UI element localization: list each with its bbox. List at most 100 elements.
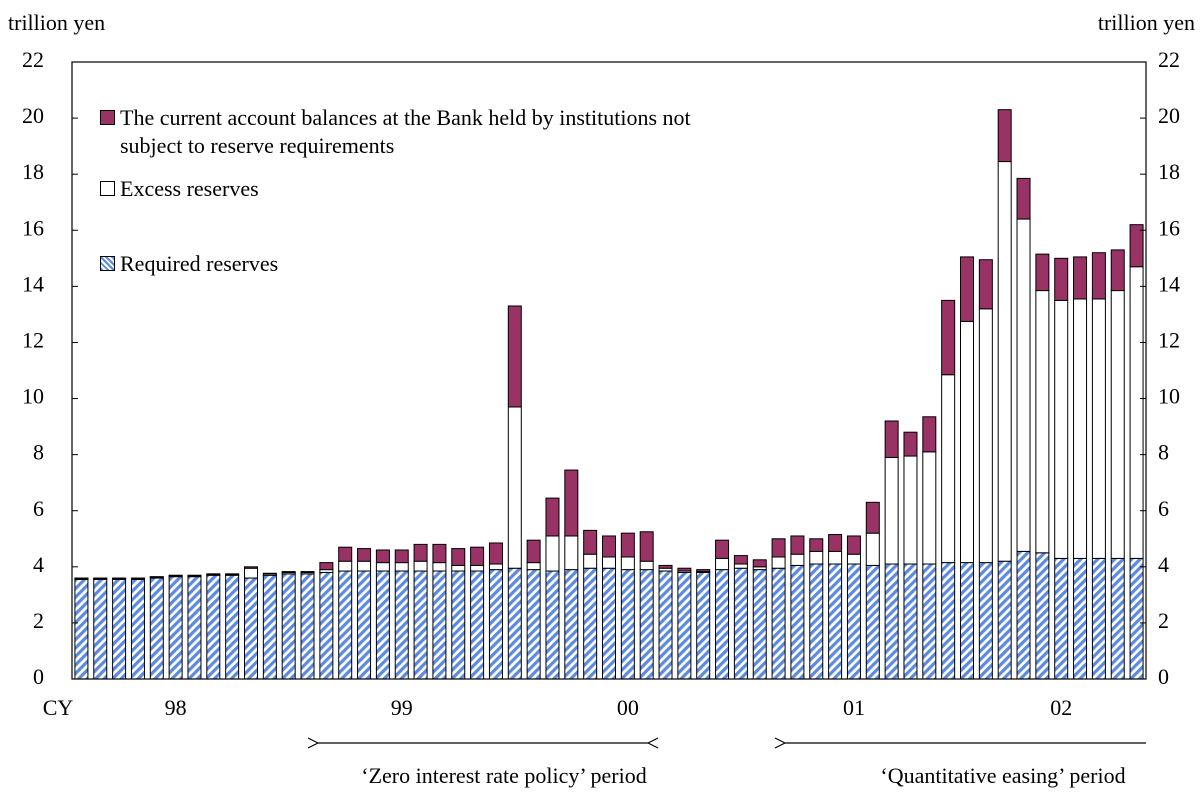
bar-segment (206, 574, 221, 680)
y-axis-label: trillion yen (8, 10, 105, 35)
bar-segment (1035, 253, 1050, 292)
bar-segment (696, 569, 711, 573)
plot-frame (71, 61, 1147, 680)
bar-segment (978, 308, 993, 564)
bar-segment (903, 563, 918, 680)
y-tick-label: 8 (33, 440, 44, 465)
bar-segment (639, 569, 654, 680)
bar-segment (206, 573, 221, 575)
bar-segment (394, 549, 409, 564)
bar-segment (733, 567, 748, 680)
y2-tick-label: 22 (1158, 47, 1180, 72)
bar-segment (620, 569, 635, 680)
bar-segment (413, 543, 428, 562)
bar-segment (451, 570, 466, 680)
bar-segment (715, 557, 730, 571)
legend-label: Required reserves (120, 251, 279, 276)
bar-segment (677, 571, 692, 680)
bar-segment (790, 553, 805, 566)
bar-segment (1016, 177, 1031, 220)
bar-segment (583, 529, 598, 555)
bar-segment (432, 562, 447, 572)
bar-segment (432, 570, 447, 680)
bar-segment (715, 569, 730, 680)
bar-segment (394, 562, 409, 572)
bar-segment (1035, 552, 1050, 680)
y-tick-label: 10 (22, 384, 44, 409)
bar-segment (997, 161, 1012, 562)
bar-segment (997, 109, 1012, 163)
bar-segment (262, 572, 277, 575)
bar-segment (1091, 298, 1106, 559)
y2-tick-label: 16 (1158, 215, 1180, 240)
bar-segment (375, 549, 390, 564)
bar-segment (149, 577, 164, 680)
bar-segment (1110, 557, 1125, 680)
bar-segment (884, 420, 899, 458)
bar-segment (1054, 257, 1069, 301)
y2-axis-label: trillion yen (1098, 10, 1195, 35)
bar-segment (922, 451, 937, 565)
bar-segment (1035, 290, 1050, 554)
bar-segment (93, 578, 108, 680)
bar-segment (771, 556, 786, 569)
bar-segment (168, 574, 183, 577)
bar-segment (130, 577, 145, 580)
bar-segment (960, 256, 974, 322)
legend-swatch (100, 110, 115, 125)
bar-segment (338, 546, 353, 562)
bar-segment (564, 569, 579, 680)
bar-segment (74, 577, 89, 580)
bar-segment (112, 577, 127, 580)
y2-tick-label: 18 (1158, 159, 1180, 184)
bar-segment (564, 469, 579, 537)
legend-swatch (100, 181, 115, 196)
bar-segment (432, 543, 447, 564)
bar-segment (93, 577, 108, 580)
bar-segment (790, 564, 805, 680)
bar-segment (997, 560, 1012, 680)
bar-segment (941, 562, 956, 680)
bar-segment (244, 577, 258, 680)
bar-segment (526, 562, 541, 571)
bar-segment (602, 556, 616, 569)
bar-segment (960, 320, 974, 564)
bar-segment (978, 562, 993, 680)
y-tick-label: 20 (22, 103, 44, 128)
bar-segment (507, 567, 522, 680)
x-tick-label: 00 (617, 695, 639, 720)
annotation: ‘Zero interest rate policy’ period (361, 763, 646, 788)
bar-segment (244, 566, 258, 569)
bar-segment (1129, 557, 1144, 680)
bar-segment (413, 560, 428, 572)
bar-segment (545, 535, 560, 572)
y2-tick-label: 2 (1158, 608, 1169, 633)
bar-segment (357, 570, 372, 680)
y2-tick-label: 0 (1158, 664, 1169, 689)
bar-segment (300, 573, 315, 680)
bar-segment (1129, 266, 1144, 559)
bar-segment (526, 569, 541, 680)
bar-segment (1073, 557, 1088, 680)
bar-segment (903, 431, 918, 457)
bar-segment (639, 531, 654, 562)
x-tick-label: 01 (843, 695, 865, 720)
bar-segment (978, 259, 993, 310)
bar-segment (470, 546, 485, 566)
bar-segment (922, 416, 937, 453)
legend-swatch (100, 256, 115, 271)
bar-segment (941, 374, 956, 564)
bar-segment (1091, 557, 1106, 680)
bar-segment (583, 553, 598, 569)
x-tick-label: 99 (391, 695, 413, 720)
annotation: ‘Quantitative easing’ period (880, 763, 1125, 788)
bar-segment (620, 532, 635, 558)
bar-segment (733, 555, 748, 565)
bar-segment (865, 564, 880, 680)
bar-segment (865, 532, 880, 566)
y2-tick-label: 14 (1158, 271, 1180, 296)
bar-segment (752, 569, 767, 680)
bar-segment (281, 571, 296, 573)
bar-segment (470, 570, 485, 680)
x-tick-label: 02 (1050, 695, 1072, 720)
